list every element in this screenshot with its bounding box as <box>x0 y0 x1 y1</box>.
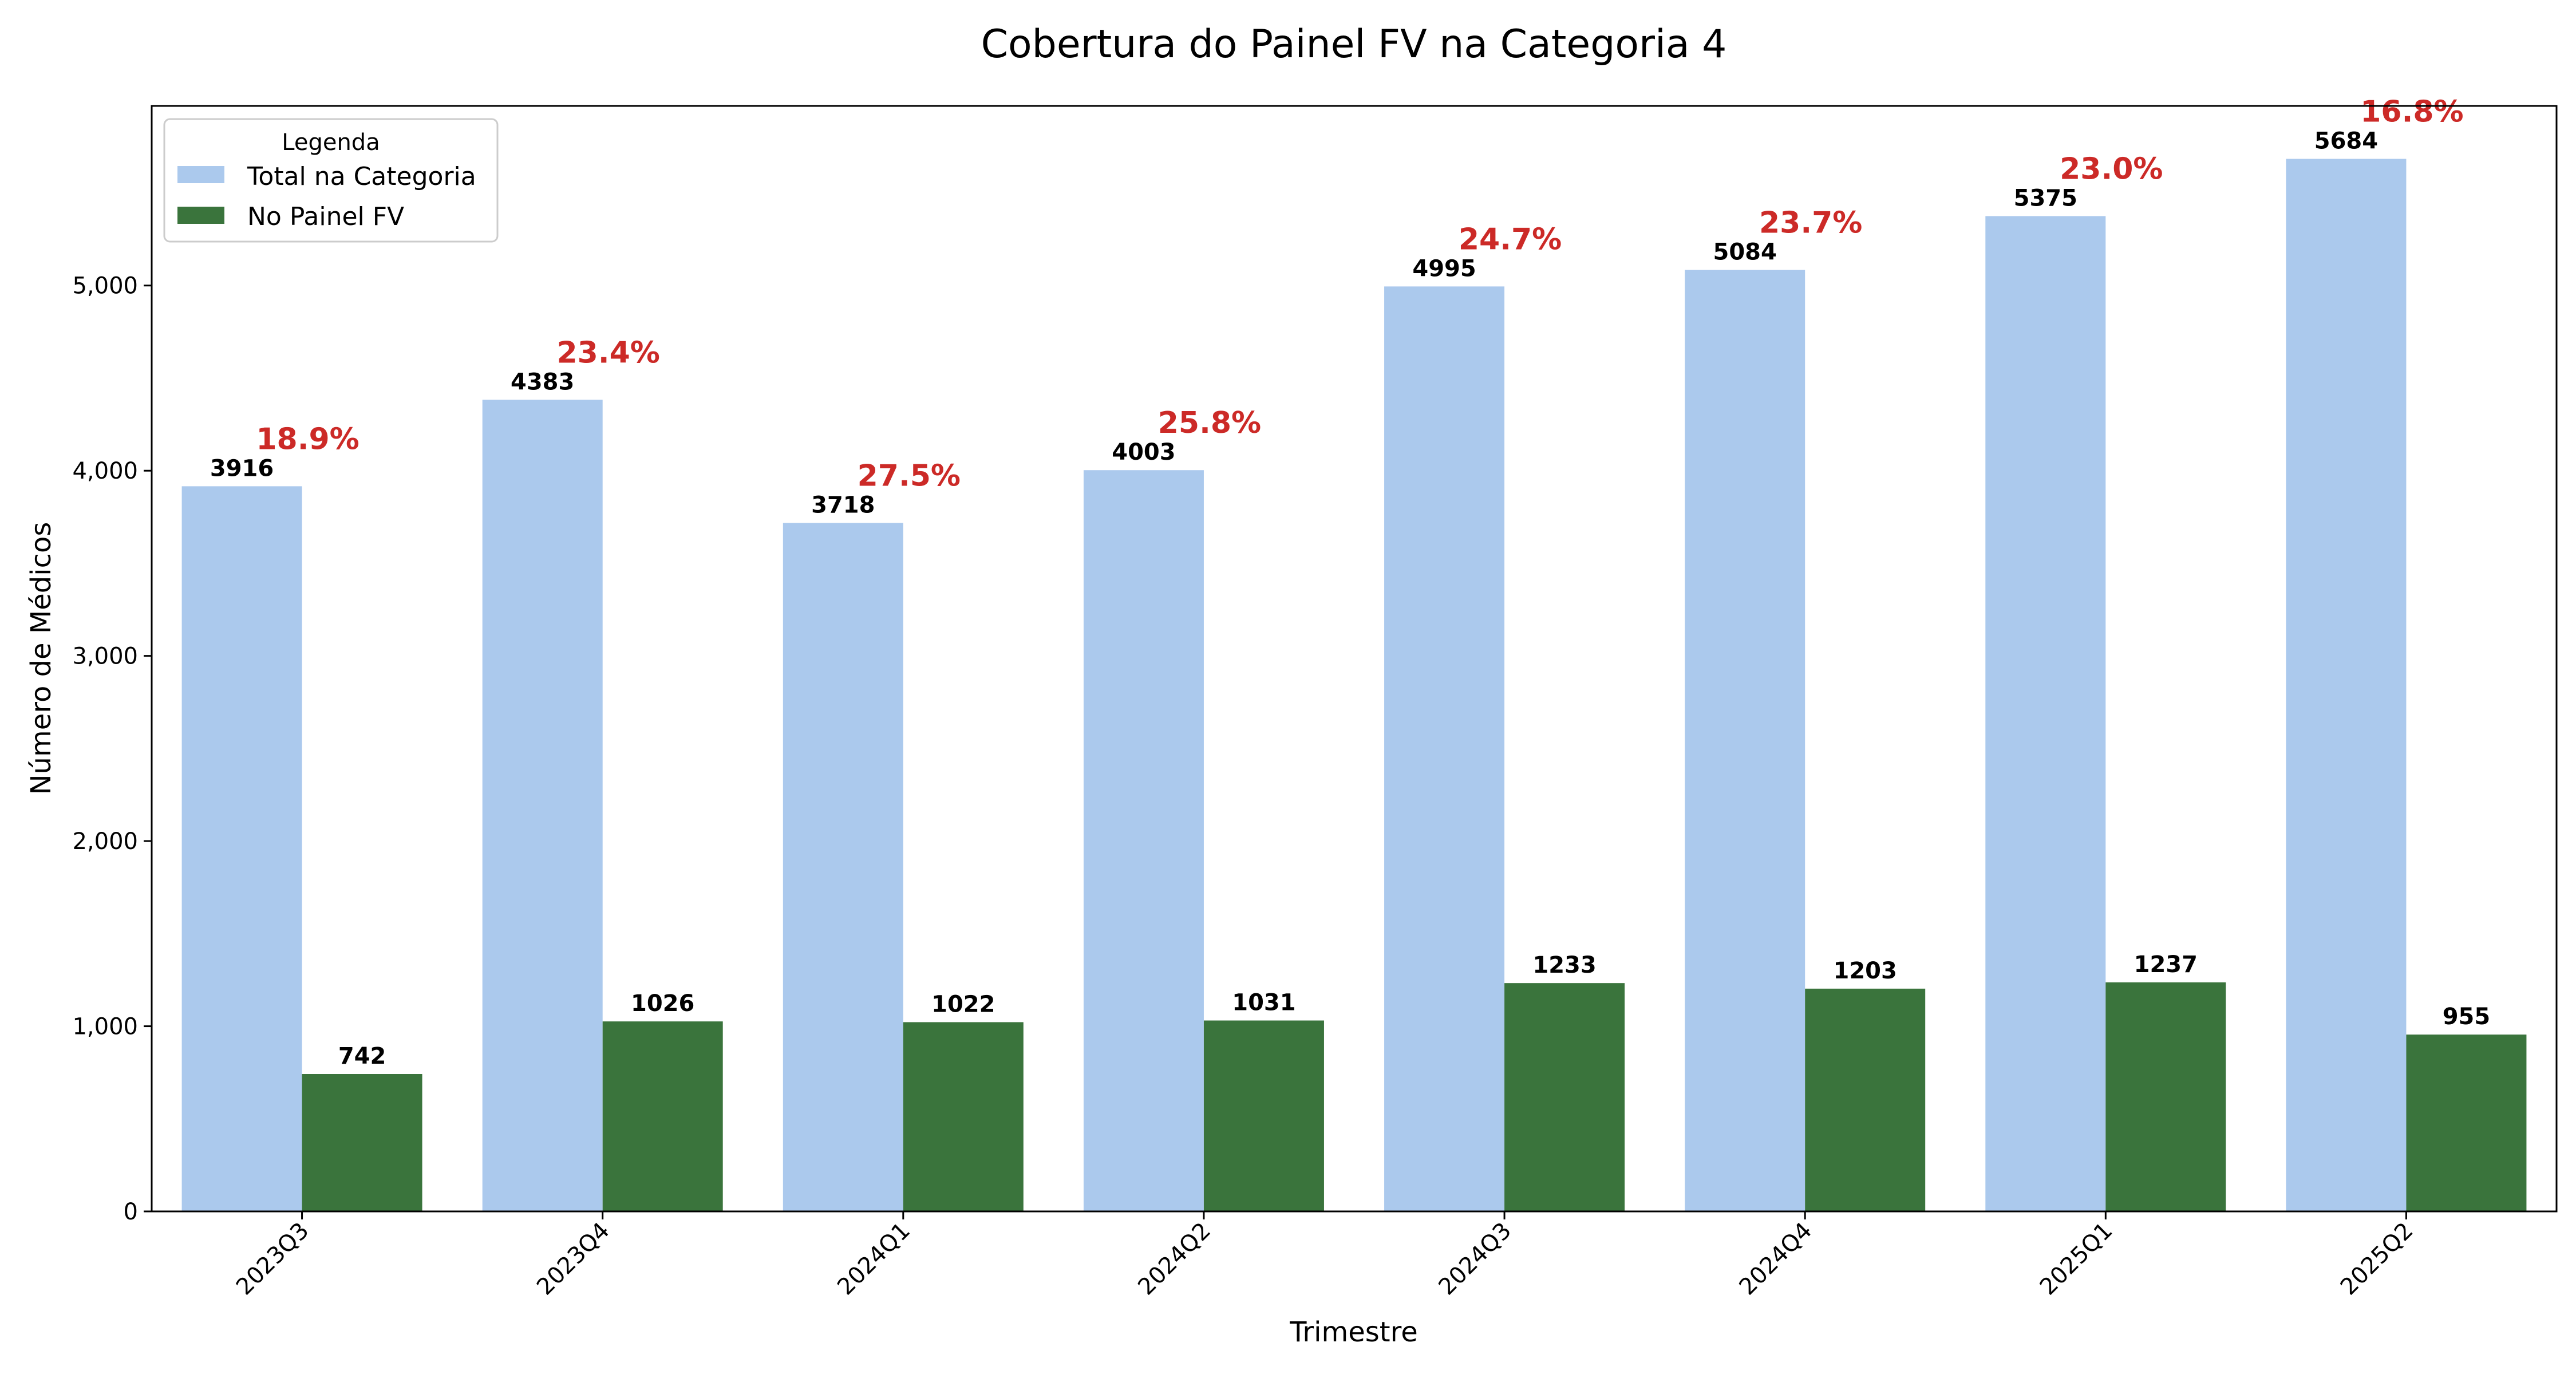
bar-value-label: 1203 <box>1834 958 1897 984</box>
y-tick-label: 0 <box>124 1199 138 1225</box>
bar-value-label: 5375 <box>2014 185 2077 211</box>
bar-total-2025Q2 <box>2286 159 2407 1212</box>
bar-value-label: 1233 <box>1532 952 1596 978</box>
bar-value-label: 5684 <box>2314 128 2378 155</box>
coverage-percent-label: 27.5% <box>858 459 961 493</box>
legend-label-painel: No Painel FV <box>247 202 404 231</box>
bar-total-2024Q4 <box>1685 270 1805 1212</box>
bar-value-label: 1031 <box>1232 990 1295 1016</box>
legend-title: Legenda <box>282 129 380 156</box>
coverage-percent-label: 16.8% <box>2360 95 2463 129</box>
x-tick-label: 2024Q3 <box>1433 1218 1516 1301</box>
y-tick-label: 2,000 <box>72 828 138 855</box>
bar-value-label: 955 <box>2443 1004 2491 1030</box>
bar-painel-2024Q3 <box>1504 983 1625 1211</box>
bar-painel-2024Q2 <box>1203 1020 1324 1211</box>
bar-painel-2025Q1 <box>2105 982 2226 1211</box>
x-tick-label: 2023Q3 <box>231 1218 314 1301</box>
bar-value-label: 4383 <box>511 369 574 395</box>
bar-value-label: 4995 <box>1412 255 1476 282</box>
y-tick-label: 3,000 <box>72 643 138 670</box>
plot-area: 3916 742 18.9% 2023Q3 4383 1026 23.4% 2023Q4 371… <box>72 95 2558 1301</box>
coverage-percent-label: 24.7% <box>1459 222 1562 256</box>
bar-total-2023Q3 <box>181 486 302 1212</box>
chart-title: Cobertura do Painel FV na Categoria 4 <box>981 22 1727 67</box>
bar-total-2025Q1 <box>1985 216 2106 1211</box>
bar-painel-2024Q4 <box>1805 988 1926 1211</box>
y-tick-label: 5,000 <box>72 273 138 299</box>
x-axis-label: Trimestre <box>1289 1316 1418 1348</box>
bar-value-label: 3916 <box>210 455 274 481</box>
bar-total-2024Q1 <box>783 523 903 1212</box>
coverage-percent-label: 25.8% <box>1158 406 1261 440</box>
bar-value-label: 1026 <box>631 990 694 1017</box>
coverage-percent-label: 23.7% <box>1759 206 1862 240</box>
bar-painel-2023Q3 <box>302 1073 422 1211</box>
coverage-percent-label: 23.4% <box>556 335 659 370</box>
x-tick-label: 2024Q4 <box>1734 1218 1817 1301</box>
bar-value-label: 742 <box>338 1043 386 1069</box>
legend-frame <box>163 118 499 243</box>
coverage-percent-label: 23.0% <box>2060 152 2163 186</box>
y-tick-label: 4,000 <box>72 458 138 484</box>
legend-swatch-painel <box>177 207 224 224</box>
legend: Legenda Total na Categoria No Painel FV <box>163 118 499 243</box>
plot-frame <box>151 105 2558 1213</box>
bar-painel-2023Q4 <box>602 1021 723 1211</box>
legend-swatch-total <box>177 166 224 183</box>
coverage-percent-label: 18.9% <box>256 422 359 456</box>
x-tick-label: 2025Q2 <box>2336 1218 2419 1301</box>
y-axis-label: Número de Médicos <box>25 522 57 795</box>
bar-painel-2024Q1 <box>903 1022 1024 1211</box>
bar-value-label: 5084 <box>1713 239 1777 266</box>
bar-value-label: 1237 <box>2134 951 2198 978</box>
bar-total-2024Q2 <box>1083 470 1204 1211</box>
bar-value-label: 3718 <box>811 492 875 518</box>
x-tick-label: 2025Q1 <box>2035 1218 2118 1301</box>
legend-label-total: Total na Categoria <box>247 162 476 191</box>
x-tick-label: 2024Q2 <box>1133 1218 1216 1301</box>
bar-painel-2025Q2 <box>2406 1035 2527 1211</box>
bar-total-2024Q3 <box>1384 286 1505 1212</box>
bar-value-label: 1022 <box>931 991 995 1017</box>
y-tick-label: 1,000 <box>72 1014 138 1040</box>
x-tick-label: 2023Q4 <box>532 1218 615 1301</box>
x-tick-label: 2024Q1 <box>832 1218 915 1301</box>
bar-total-2023Q4 <box>482 400 603 1211</box>
bar-value-label: 4003 <box>1112 439 1175 465</box>
